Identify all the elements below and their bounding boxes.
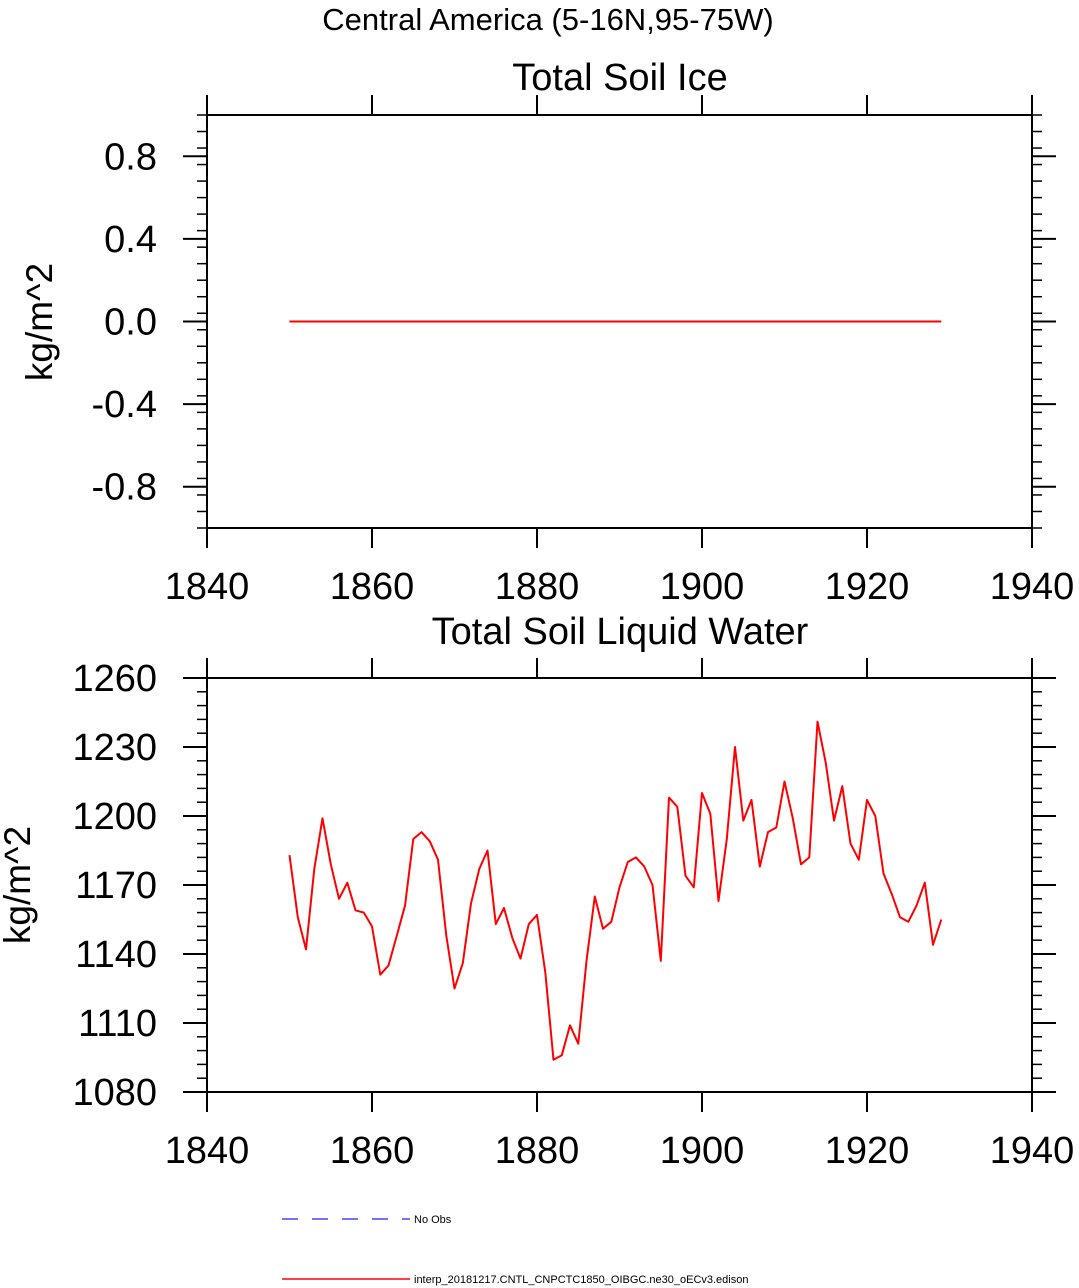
y-tick-label: 1080 (72, 1072, 157, 1114)
y-tick-label: -0.8 (92, 467, 157, 509)
y-tick-label: 1230 (72, 727, 157, 769)
chart-total-soil-liquid-water: Total Soil Liquid Water kg/m^2 1840 1860 1… (0, 611, 1074, 1172)
y-axis-label: kg/m^2 (0, 826, 38, 944)
x-tick-label: 1900 (660, 566, 745, 608)
figure-suptitle: Central America (5-16N,95-75W) (322, 2, 773, 37)
y-tick-label: 1170 (75, 865, 157, 907)
chart-total-soil-ice: Total Soil Ice kg/m^2 1840 1860 1880 1900 19… (19, 57, 1074, 608)
chart-title: Total Soil Liquid Water (432, 611, 809, 653)
y-tick-label: 1110 (78, 1003, 157, 1045)
y-tick-label: 0.4 (104, 219, 157, 261)
legend: No Obs interp_20181217.CNTL_CNPCTC1850_O… (282, 1214, 748, 1286)
x-tick-label: 1860 (330, 566, 415, 608)
x-tick-label: 1940 (990, 1130, 1075, 1172)
x-tick-label: 1920 (825, 566, 910, 608)
x-tick-label: 1880 (495, 566, 580, 608)
legend-label-no-obs: No Obs (414, 1214, 452, 1226)
legend-label-model: interp_20181217.CNTL_CNPCTC1850_OIBGC.ne… (414, 1274, 748, 1286)
series-line (288, 720, 943, 1061)
x-tick-label: 1900 (660, 1130, 745, 1172)
x-tick-label: 1940 (990, 566, 1075, 608)
chart-title: Total Soil Ice (512, 57, 727, 99)
x-tick-label: 1840 (165, 566, 250, 608)
x-tick-label: 1880 (495, 1130, 580, 1172)
y-tick-label: 0.8 (104, 136, 157, 178)
x-tick-label: 1920 (825, 1130, 910, 1172)
x-tick-label: 1860 (330, 1130, 415, 1172)
x-tick-label: 1840 (165, 1130, 250, 1172)
y-tick-label: 0.0 (104, 302, 157, 344)
y-tick-label: 1200 (72, 796, 157, 838)
y-axis-label: kg/m^2 (19, 263, 60, 381)
y-tick-label: -0.4 (92, 384, 157, 426)
y-tick-label: 1260 (72, 658, 157, 700)
y-tick-label: 1140 (75, 934, 157, 976)
